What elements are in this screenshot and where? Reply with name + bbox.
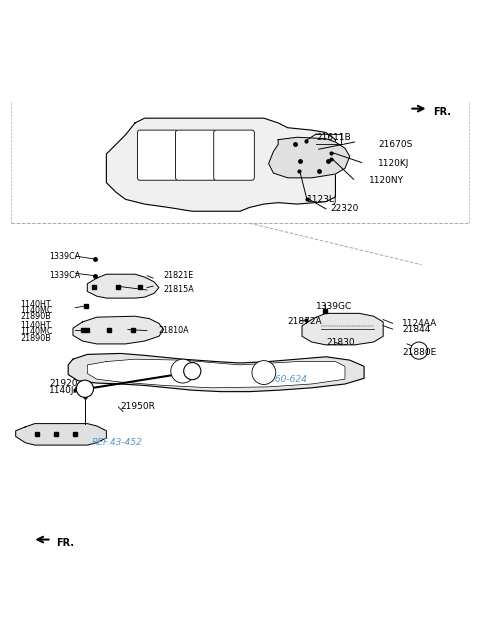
Text: 21821E: 21821E [164,271,194,280]
Text: 1339CA: 1339CA [49,271,80,280]
Polygon shape [87,359,345,388]
Text: 1140MC: 1140MC [21,306,53,315]
Circle shape [252,361,276,385]
Text: 21810A: 21810A [159,326,190,335]
Text: 1140MC: 1140MC [21,327,53,336]
Polygon shape [16,424,107,445]
Text: 21844: 21844 [402,325,431,334]
Polygon shape [269,137,350,178]
FancyBboxPatch shape [214,130,254,180]
Polygon shape [73,317,164,344]
Circle shape [184,363,201,379]
Polygon shape [68,354,364,392]
Text: REF.60-624: REF.60-624 [257,375,308,384]
Text: REF.43-452: REF.43-452 [92,438,143,447]
Circle shape [171,359,195,383]
Circle shape [410,342,428,359]
Text: 21950R: 21950R [120,403,156,412]
FancyBboxPatch shape [137,130,178,180]
Text: 21611B: 21611B [316,133,351,142]
Text: 1140HT: 1140HT [21,300,51,309]
Text: 21880E: 21880E [402,347,436,356]
Text: 21670S: 21670S [378,140,413,149]
Text: 1339CA: 1339CA [49,252,80,261]
Text: 1140HT: 1140HT [21,321,51,330]
Polygon shape [302,313,383,345]
Text: FR.: FR. [433,107,451,117]
Text: 1120NY: 1120NY [369,176,404,185]
Text: 1140JA: 1140JA [49,386,81,395]
Text: 1124AA: 1124AA [402,319,437,328]
Text: 1123LJ: 1123LJ [307,195,337,204]
Text: 1120KJ: 1120KJ [378,159,410,168]
Text: 22320: 22320 [331,204,359,213]
FancyBboxPatch shape [176,130,216,180]
Text: 21920: 21920 [49,379,78,388]
Polygon shape [87,274,159,298]
Text: 21890B: 21890B [21,334,51,343]
Text: FR.: FR. [56,538,74,548]
Text: 21830: 21830 [326,338,355,347]
Polygon shape [107,118,336,211]
Text: 21890B: 21890B [21,312,51,321]
Text: 21872A: 21872A [288,317,323,325]
Circle shape [76,380,94,397]
Text: 21815A: 21815A [164,286,194,295]
Text: 1339GC: 1339GC [316,302,353,311]
